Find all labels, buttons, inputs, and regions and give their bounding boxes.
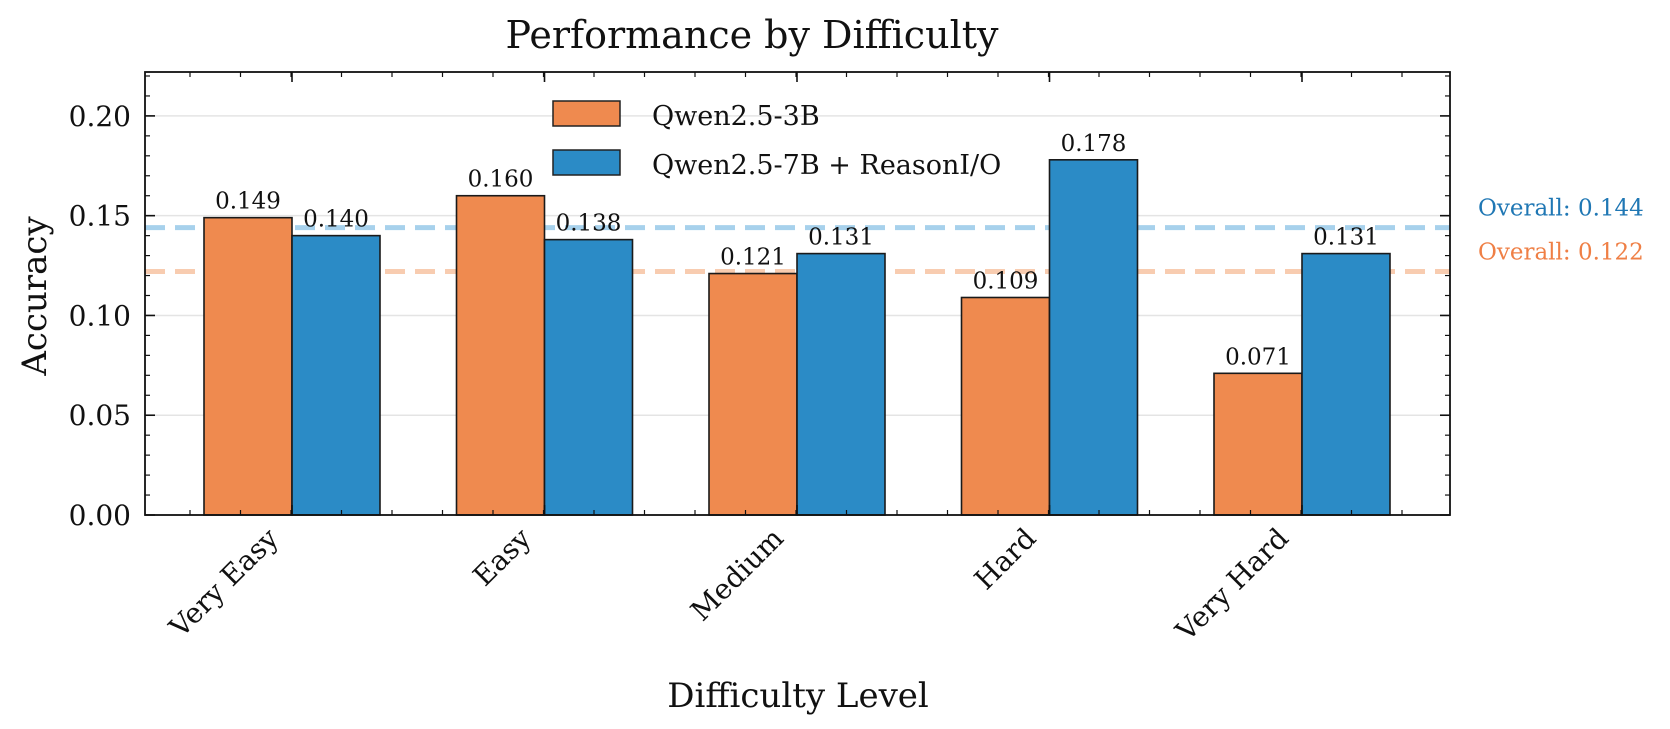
bar-value-label: 0.121: [720, 245, 786, 271]
y-tick-label: 0.15: [69, 200, 131, 233]
bar: [796, 252, 886, 516]
legend-label-qwen2.5-3b: Qwen2.5-3B: [652, 101, 820, 132]
bar-value-label: 0.149: [215, 189, 281, 215]
bar: [203, 216, 293, 516]
bar-value-label: 0.109: [973, 268, 1039, 294]
x-tick-label: Very Easy: [162, 521, 285, 644]
bar-value-label: 0.071: [1225, 344, 1291, 370]
bar-value-label: 0.131: [808, 225, 874, 251]
bar: [455, 194, 546, 516]
bar-value-label: 0.138: [556, 211, 622, 237]
bar-value-label: 0.178: [1061, 131, 1127, 157]
y-tick-label: 0.10: [69, 299, 131, 332]
labels: Overall: 0.144 Overall: 0.122 0.149 0.160 0.…: [215, 131, 1644, 371]
bar-value-label: 0.131: [1313, 225, 1379, 251]
bar: [543, 238, 634, 516]
x-tick-label: Hard: [968, 522, 1043, 597]
bar: [960, 296, 1051, 516]
bar: [291, 234, 381, 516]
bar: [1213, 372, 1303, 516]
overall-label: Overall: 0.122: [1478, 240, 1644, 266]
bars: [203, 159, 1391, 516]
bar-value-label: 0.140: [303, 207, 369, 233]
y-tick-label: 0.05: [69, 399, 131, 432]
overall-label: Overall: 0.144: [1478, 196, 1644, 222]
chart-title: Performance by Difficulty: [506, 13, 999, 57]
bar: [708, 272, 798, 516]
bar-value-label: 0.160: [468, 167, 534, 193]
x-axis-label: Difficulty Level: [667, 676, 929, 716]
y-tick-label: 0.00: [69, 499, 131, 532]
x-tick-label: Very Hard: [1169, 522, 1295, 648]
x-tick-label: Easy: [467, 521, 538, 592]
x-tick-label: Medium: [684, 522, 790, 628]
bar: [1301, 252, 1391, 516]
legend: Qwen2.5-3B Qwen2.5-7B + ReasonI/O: [552, 100, 1001, 181]
legend-swatch-qwen2.5-7b-reasonio: [552, 149, 621, 176]
bar: [1048, 159, 1139, 516]
legend-label-qwen2.5-7b-reasonio: Qwen2.5-7B + ReasonI/O: [652, 150, 1001, 181]
legend-swatch-qwen2.5-3b: [552, 100, 621, 127]
y-tick-label: 0.20: [69, 100, 131, 133]
y-axis-label: Accuracy: [15, 216, 55, 377]
